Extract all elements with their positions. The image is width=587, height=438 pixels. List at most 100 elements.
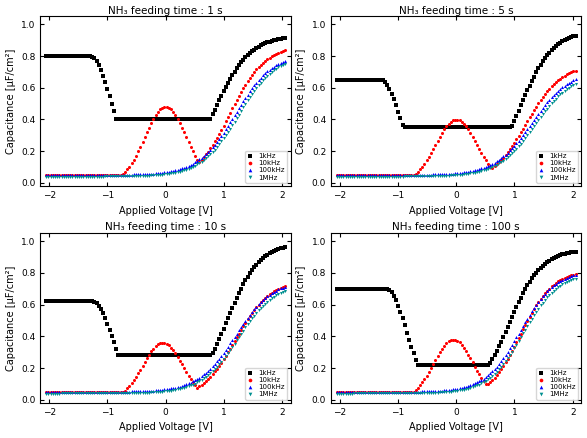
- Y-axis label: Capacitance [μF/cm²]: Capacitance [μF/cm²]: [296, 49, 306, 154]
- 10kHz: [443, 340, 450, 346]
- 10kHz: [443, 124, 450, 129]
- 100kHz: [43, 389, 50, 395]
- 1kHz: [406, 125, 413, 130]
- 1kHz: [277, 36, 284, 42]
- 100kHz: [211, 361, 218, 367]
- 1MHz: [403, 391, 410, 396]
- 1MHz: [275, 64, 282, 70]
- 100kHz: [158, 387, 166, 392]
- 1kHz: [281, 244, 288, 250]
- 100kHz: [152, 388, 159, 393]
- 1MHz: [211, 147, 218, 152]
- 1kHz: [333, 286, 340, 291]
- 1kHz: [113, 116, 120, 121]
- 100kHz: [443, 388, 450, 393]
- Line: 10kHz: 10kHz: [335, 69, 577, 177]
- 10kHz: [556, 277, 564, 283]
- 1kHz: [559, 39, 566, 44]
- 100kHz: [113, 389, 120, 394]
- 100kHz: [443, 171, 450, 177]
- 100kHz: [281, 58, 288, 64]
- Line: 10kHz: 10kHz: [45, 49, 286, 177]
- 1kHz: [333, 77, 340, 82]
- 10kHz: [113, 389, 120, 395]
- 1MHz: [333, 174, 340, 179]
- 100kHz: [113, 172, 120, 177]
- X-axis label: Applied Voltage [V]: Applied Voltage [V]: [409, 422, 503, 432]
- 100kHz: [450, 171, 457, 176]
- 1kHz: [281, 35, 288, 41]
- 1kHz: [451, 362, 458, 367]
- 10kHz: [281, 283, 288, 289]
- 1MHz: [565, 279, 572, 284]
- 1MHz: [266, 71, 273, 76]
- 1MHz: [450, 173, 457, 178]
- 10kHz: [275, 286, 282, 291]
- Line: 100kHz: 100kHz: [335, 273, 577, 393]
- 1kHz: [445, 362, 452, 367]
- Legend: 1kHz, 10kHz, 100kHz, 1MHz: 1kHz, 10kHz, 100kHz, 1MHz: [536, 368, 578, 399]
- 1kHz: [117, 353, 124, 358]
- 10kHz: [502, 152, 509, 158]
- Legend: 1kHz, 10kHz, 100kHz, 1MHz: 1kHz, 10kHz, 100kHz, 1MHz: [245, 151, 287, 183]
- 1MHz: [275, 291, 282, 297]
- 1kHz: [214, 341, 221, 346]
- 1MHz: [158, 389, 166, 394]
- 100kHz: [556, 279, 564, 284]
- 10kHz: [565, 71, 572, 76]
- 10kHz: [572, 272, 579, 277]
- 10kHz: [450, 118, 457, 123]
- Line: 100kHz: 100kHz: [335, 78, 577, 177]
- 10kHz: [556, 76, 564, 81]
- 10kHz: [565, 273, 572, 279]
- Line: 10kHz: 10kHz: [45, 284, 286, 393]
- 10kHz: [450, 337, 457, 342]
- 1kHz: [572, 33, 579, 38]
- 100kHz: [333, 173, 340, 178]
- 1kHz: [402, 125, 409, 130]
- Title: NH₃ feeding time : 100 s: NH₃ feeding time : 100 s: [393, 223, 520, 233]
- 1kHz: [451, 125, 458, 130]
- 1MHz: [333, 391, 340, 396]
- 100kHz: [565, 80, 572, 85]
- 1MHz: [211, 366, 218, 371]
- 100kHz: [450, 387, 457, 392]
- 10kHz: [333, 389, 340, 395]
- 10kHz: [266, 55, 273, 60]
- 1MHz: [266, 297, 273, 303]
- 1MHz: [565, 85, 572, 90]
- X-axis label: Applied Voltage [V]: Applied Voltage [V]: [119, 422, 212, 432]
- 100kHz: [275, 61, 282, 67]
- 100kHz: [266, 292, 273, 297]
- X-axis label: Applied Voltage [V]: Applied Voltage [V]: [409, 205, 503, 215]
- 1kHz: [43, 53, 50, 59]
- 1kHz: [161, 117, 168, 122]
- 100kHz: [333, 389, 340, 395]
- 1kHz: [504, 324, 511, 329]
- 1MHz: [43, 174, 50, 179]
- Line: 1MHz: 1MHz: [335, 82, 577, 178]
- 1MHz: [502, 156, 509, 162]
- 100kHz: [211, 142, 218, 147]
- 10kHz: [572, 68, 579, 73]
- Line: 1kHz: 1kHz: [45, 246, 286, 357]
- 10kHz: [158, 340, 166, 346]
- 1kHz: [572, 249, 579, 254]
- 1MHz: [113, 391, 120, 396]
- 1kHz: [268, 38, 275, 43]
- 100kHz: [158, 170, 166, 175]
- 10kHz: [43, 389, 50, 395]
- 1kHz: [414, 362, 421, 367]
- 1MHz: [443, 389, 450, 395]
- 1MHz: [281, 288, 288, 293]
- 10kHz: [43, 173, 50, 178]
- 10kHz: [158, 105, 166, 110]
- Line: 1kHz: 1kHz: [335, 34, 577, 129]
- 1kHz: [277, 246, 284, 251]
- 1kHz: [568, 35, 575, 40]
- Line: 10kHz: 10kHz: [335, 272, 577, 393]
- 100kHz: [403, 389, 410, 394]
- 1kHz: [113, 346, 120, 351]
- Line: 100kHz: 100kHz: [45, 285, 286, 393]
- 1MHz: [443, 173, 450, 178]
